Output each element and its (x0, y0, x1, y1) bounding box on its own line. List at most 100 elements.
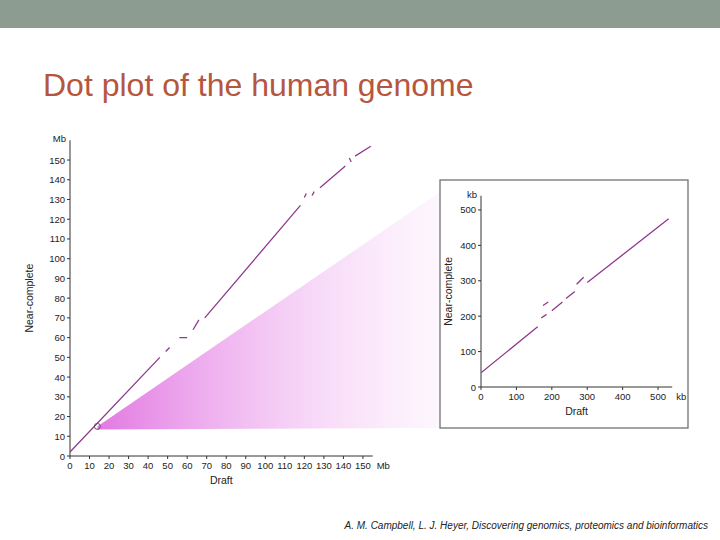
x-tick (109, 456, 110, 459)
y-tick (478, 351, 481, 352)
top-band (0, 0, 720, 28)
y-axis-label: Near-complete (23, 264, 35, 333)
x-tick (245, 456, 246, 459)
y-unit: kb (467, 189, 477, 200)
y-tick-label: 140 (49, 174, 65, 185)
x-tick (587, 387, 588, 390)
plot-area (70, 146, 371, 452)
y-tick-label: 0 (60, 451, 65, 462)
x-tick-label: 100 (257, 460, 273, 471)
inset-frame (440, 180, 688, 428)
y-tick (478, 316, 481, 317)
x-axis (70, 456, 373, 457)
y-tick-label: 60 (54, 332, 65, 343)
x-tick-label: 0 (478, 391, 483, 402)
y-tick (67, 396, 70, 397)
x-tick (206, 456, 207, 459)
x-tick-label: 150 (355, 460, 371, 471)
x-tick-label: 0 (67, 460, 72, 471)
plot-area (481, 219, 669, 373)
x-tick (284, 456, 285, 459)
x-tick (304, 456, 305, 459)
x-tick (323, 456, 324, 459)
x-tick-label: 100 (508, 391, 524, 402)
x-tick-label: 130 (316, 460, 332, 471)
x-tick (148, 456, 149, 459)
y-tick (67, 377, 70, 378)
y-tick (67, 179, 70, 180)
y-tick-label: 500 (460, 204, 476, 215)
x-unit: kb (676, 391, 686, 402)
chart: 0102030405060708090100110120130140150010… (23, 133, 440, 486)
x-tick (128, 456, 129, 459)
x-tick (187, 456, 188, 459)
y-tick (478, 387, 481, 388)
y-tick-label: 10 (54, 431, 65, 442)
y-tick (67, 199, 70, 200)
y-tick-label: 100 (49, 253, 65, 264)
y-tick (478, 209, 481, 210)
y-tick (67, 160, 70, 161)
y-tick (67, 219, 70, 220)
x-tick-label: 60 (182, 460, 193, 471)
y-tick-label: 300 (460, 275, 476, 286)
x-tick-label: 500 (650, 391, 666, 402)
y-tick (67, 416, 70, 417)
y-tick-label: 130 (49, 194, 65, 205)
y-tick-label: 0 (471, 382, 476, 393)
y-tick-label: 70 (54, 312, 65, 323)
x-tick-label: 50 (162, 460, 173, 471)
x-tick (622, 387, 623, 390)
y-tick (67, 436, 70, 437)
y-tick-label: 400 (460, 240, 476, 251)
y-tick (67, 238, 70, 239)
y-tick (478, 245, 481, 246)
x-tick (516, 387, 517, 390)
x-tick-label: 140 (335, 460, 351, 471)
y-axis (481, 196, 482, 387)
y-tick-label: 200 (460, 311, 476, 322)
zoom-point (94, 423, 100, 429)
y-tick (478, 280, 481, 281)
citation: A. M. Campbell, L. J. Heyer, Discovering… (344, 520, 708, 531)
y-tick-label: 120 (49, 214, 65, 225)
y-tick-label: 20 (54, 411, 65, 422)
x-tick-label: 70 (201, 460, 212, 471)
x-axis-label: Draft (565, 405, 588, 417)
chart: 01002003004005000100200300400500DraftNea… (442, 189, 686, 417)
x-tick-label: 120 (296, 460, 312, 471)
zoom-wedge (97, 192, 440, 429)
x-tick (551, 387, 552, 390)
dot-plot-line (481, 219, 669, 373)
x-tick (167, 456, 168, 459)
y-tick (67, 337, 70, 338)
x-tick-label: 90 (240, 460, 251, 471)
x-tick-label: 110 (277, 460, 292, 471)
x-axis (481, 387, 672, 388)
x-tick-label: 40 (143, 460, 154, 471)
x-tick-label: 300 (579, 391, 595, 402)
y-tick-label: 80 (54, 293, 65, 304)
x-tick-label: 10 (84, 460, 95, 471)
dot-plot-line (70, 146, 371, 452)
y-tick-label: 40 (54, 372, 65, 383)
x-tick (89, 456, 90, 459)
slide-title: Dot plot of the human genome (43, 67, 474, 103)
x-tick (343, 456, 344, 459)
y-tick (67, 298, 70, 299)
y-tick (67, 317, 70, 318)
y-tick-label: 110 (50, 233, 65, 244)
x-tick-label: 400 (615, 391, 631, 402)
x-tick-label: 80 (221, 460, 232, 471)
y-tick (67, 357, 70, 358)
x-unit: Mb (377, 460, 390, 471)
slide: Dot plot of the human genome A. M. Campbe… (0, 0, 720, 540)
x-tick-label: 20 (104, 460, 115, 471)
y-tick (67, 456, 70, 457)
y-tick-label: 90 (54, 273, 65, 284)
x-tick-label: 30 (123, 460, 134, 471)
x-axis-label: Draft (210, 474, 233, 486)
x-tick (226, 456, 227, 459)
y-axis-label: Near-complete (442, 257, 454, 326)
y-tick (67, 258, 70, 259)
